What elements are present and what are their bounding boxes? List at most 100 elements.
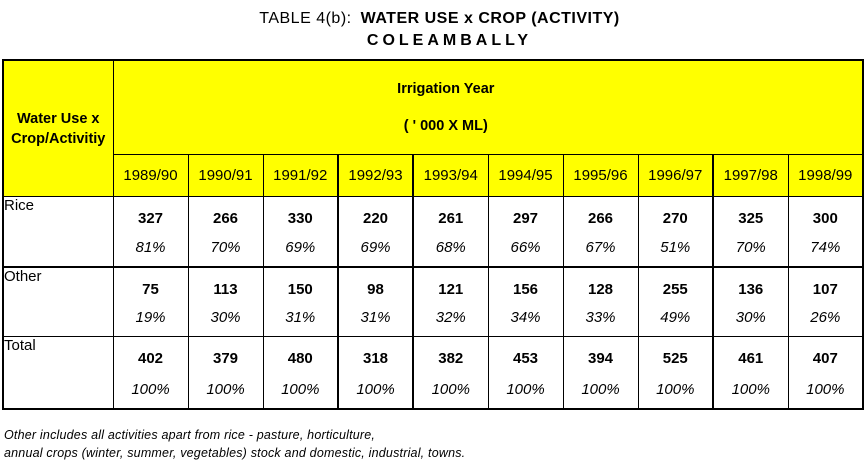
value-number: 382 <box>438 350 464 367</box>
value-percent: 31% <box>360 309 391 326</box>
value-percent: 74% <box>810 239 841 256</box>
value-percent: 32% <box>435 309 466 326</box>
corner-label-line1: Water Use x <box>17 110 100 127</box>
value-cell: 220 69% <box>337 196 414 268</box>
value-percent: 69% <box>360 239 391 256</box>
value-number: 261 <box>438 210 464 227</box>
value-number: 325 <box>738 210 764 227</box>
value-cell: 379 100% <box>187 336 264 410</box>
year-header: 1994/95 <box>487 154 564 197</box>
value-percent: 100% <box>356 381 395 398</box>
header-years-row: 1989/90 1990/91 1991/92 1992/93 1993/94 … <box>3 154 864 197</box>
value-cell: 318 100% <box>337 336 414 410</box>
year-header: 1998/99 <box>787 154 864 197</box>
value-cell: 325 70% <box>712 196 789 268</box>
value-cell: 453 100% <box>487 336 564 410</box>
value-percent: 67% <box>585 239 616 256</box>
value-number: 270 <box>662 210 688 227</box>
value-cell: 156 34% <box>487 266 564 337</box>
value-number: 255 <box>662 281 688 298</box>
group-header-cell: Irrigation Year ( ' 000 X ML) <box>112 59 864 155</box>
value-cell: 128 33% <box>562 266 639 337</box>
value-percent: 68% <box>435 239 466 256</box>
value-cell: 121 32% <box>412 266 489 337</box>
value-percent: 100% <box>131 381 170 398</box>
value-cell: 382 100% <box>412 336 489 410</box>
value-number: 525 <box>662 350 688 367</box>
table-row: Other 75 19% 113 30% 150 31% 98 31% 121 32% 156 34% 1… <box>2 266 864 337</box>
value-cell: 300 74% <box>787 196 864 268</box>
water-use-table: Water Use x Crop/Activitiy Irrigation Ye… <box>2 59 865 410</box>
value-percent: 100% <box>581 381 620 398</box>
value-percent: 100% <box>281 381 320 398</box>
value-number: 402 <box>137 350 164 367</box>
value-cell: 394 100% <box>562 336 639 410</box>
year-header: 1991/92 <box>262 154 339 197</box>
value-cell: 107 26% <box>787 266 864 337</box>
value-cell: 261 68% <box>412 196 489 268</box>
value-percent: 70% <box>735 239 766 256</box>
value-percent: 81% <box>135 239 166 256</box>
value-cell: 327 81% <box>112 196 189 268</box>
value-number: 136 <box>738 281 764 298</box>
value-number: 300 <box>812 210 838 227</box>
value-number: 150 <box>287 281 313 298</box>
value-percent: 66% <box>510 239 541 256</box>
value-cell: 255 49% <box>637 266 714 337</box>
footnote-line: annual crops (winter, summer, vegetables… <box>4 445 466 460</box>
value-percent: 33% <box>585 309 616 326</box>
corner-header-cell: Water Use x Crop/Activitiy <box>2 59 114 197</box>
value-cell: 402 100% <box>112 336 189 410</box>
value-percent: 51% <box>660 239 691 256</box>
table-title: TABLE 4(b): WATER USE x CROP (ACTIVITY) <box>7 9 865 29</box>
year-header: 1997/98 <box>712 154 789 197</box>
value-cell: 266 67% <box>562 196 639 268</box>
value-percent: 26% <box>810 309 841 326</box>
value-percent: 70% <box>210 239 241 256</box>
value-number: 98 <box>367 281 384 298</box>
value-number: 480 <box>287 350 313 367</box>
value-percent: 69% <box>285 239 316 256</box>
year-header: 1995/96 <box>562 154 639 197</box>
value-cell: 407 100% <box>787 336 864 410</box>
value-number: 128 <box>587 281 614 298</box>
header-group-row: Water Use x Crop/Activitiy Irrigation Ye… <box>2 59 864 197</box>
value-percent: 100% <box>656 381 695 398</box>
value-percent: 100% <box>731 381 770 398</box>
value-cell: 98 31% <box>337 266 414 337</box>
table-title-prefix: TABLE 4(b): <box>259 10 352 27</box>
value-number: 266 <box>587 210 614 227</box>
year-header: 1996/97 <box>637 154 714 197</box>
value-number: 453 <box>512 350 539 367</box>
year-header: 1993/94 <box>412 154 489 197</box>
footnote-line: Other includes all activities apart from… <box>4 428 376 442</box>
value-cell: 113 30% <box>187 266 264 337</box>
value-cell: 270 51% <box>637 196 714 268</box>
value-cell: 480 100% <box>262 336 339 410</box>
table-row: Rice 327 81% 266 70% 330 69% 220 69% 261 68% 297 66%… <box>2 196 864 268</box>
value-number: 318 <box>362 350 389 367</box>
value-cell: 297 66% <box>487 196 564 268</box>
value-cell: 75 19% <box>112 266 189 337</box>
value-percent: 100% <box>431 381 470 398</box>
value-number: 121 <box>438 281 464 298</box>
value-number: 379 <box>212 350 239 367</box>
value-cell: 136 30% <box>712 266 789 337</box>
row-label: Total <box>2 336 114 410</box>
value-number: 407 <box>812 350 838 367</box>
row-label: Other <box>2 266 114 337</box>
value-cell: 150 31% <box>262 266 339 337</box>
value-percent: 100% <box>806 381 845 398</box>
row-label: Rice <box>2 196 114 268</box>
value-percent: 19% <box>135 309 166 326</box>
value-cell: 266 70% <box>187 196 264 268</box>
page-title: TABLE 4(b): WATER USE x CROP (ACTIVITY) C… <box>0 0 865 51</box>
value-number: 75 <box>142 281 159 298</box>
value-number: 461 <box>738 350 764 367</box>
value-number: 113 <box>213 281 238 298</box>
value-number: 107 <box>812 281 838 298</box>
value-number: 220 <box>362 210 389 227</box>
year-header: 1990/91 <box>187 154 264 197</box>
year-header: 1989/90 <box>112 154 189 197</box>
group-header-title: Irrigation Year <box>397 81 495 97</box>
